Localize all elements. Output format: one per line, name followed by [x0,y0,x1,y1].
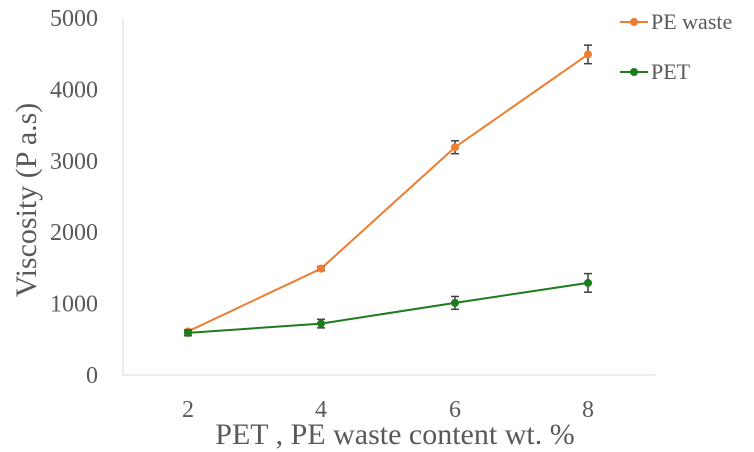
data-point [184,328,192,337]
y-axis-title: Viscosity (P a.s) [10,103,43,298]
y-tick-label: 0 [86,363,98,389]
y-tick-label: 4000 [50,77,98,103]
legend-label: PE waste [651,9,732,34]
y-axis: 0 1000 2000 3000 4000 5000 [50,6,124,389]
data-point [584,50,592,59]
series-line [187,281,589,334]
x-tick-label: 8 [582,397,594,423]
legend-item: PET [620,59,691,84]
legend: PE waste PET [620,9,732,84]
series-line [187,53,589,333]
legend-label: PET [651,59,691,84]
legend-marker [630,18,638,26]
legend-item: PE waste [620,9,732,34]
y-tick-label: 2000 [50,220,98,246]
x-tick-label: 6 [449,397,461,423]
data-point [317,264,325,273]
y-tick-label: 1000 [50,292,98,318]
x-tick-label: 2 [182,397,194,423]
series-2 [184,272,592,337]
x-tick-label: 4 [315,397,327,423]
legend-marker [630,68,638,76]
data-point [317,319,325,328]
x-axis: 2 4 6 8 [123,374,655,423]
x-axis-title: PET , PE waste content wt. % [215,418,574,451]
data-point [584,278,592,287]
y-tick-label: 3000 [50,149,98,175]
y-tick-label: 5000 [50,6,98,32]
data-point [451,143,459,152]
data-point [451,298,459,307]
series-layer [184,44,592,337]
